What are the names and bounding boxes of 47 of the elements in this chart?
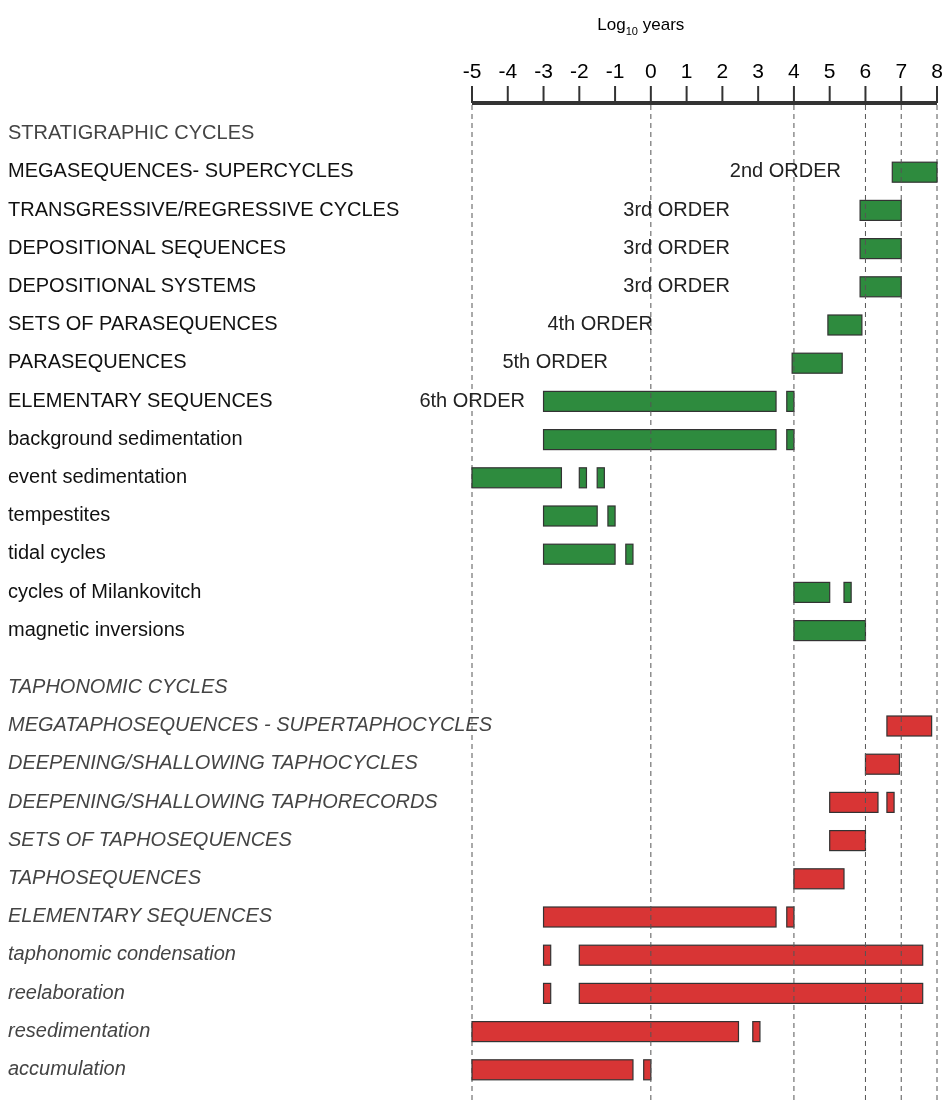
x-tick-label: 3 (752, 58, 764, 82)
y-tick-label: TAPHONOMIC CYCLES (8, 675, 229, 698)
annotation: 2nd ORDER (729, 159, 841, 182)
x-tick-label: 0 (645, 58, 657, 82)
x-axis-title: Log$_{10}$ years (597, 15, 685, 37)
y-tick-label: resedimentation (8, 1018, 151, 1041)
y-tick-label: DEEPENING/SHALLOWING TAPHOCYCLES (8, 751, 419, 774)
x-tick-label: -3 (534, 58, 553, 82)
y-tick-label: magnetic inversions (8, 617, 185, 640)
x-tick-label: 5 (823, 58, 836, 82)
x-tick-label: 1 (680, 58, 693, 82)
x-tick-label: 8 (931, 58, 943, 82)
y-tick-label: tempestites (8, 503, 111, 526)
annotation: 4th ORDER (547, 312, 653, 335)
x-tick-label: -4 (498, 58, 518, 82)
annotation: 3rd ORDER (623, 274, 730, 297)
y-tick-label: background sedimentation (8, 426, 243, 449)
y-tick-label: DEEPENING/SHALLOWING TAPHORECORDS (8, 789, 439, 812)
y-tick-label: TRANSGRESSIVE/REGRESSIVE CYCLES (8, 197, 400, 220)
y-tick-label: reelaboration (8, 980, 125, 1003)
annotation: 5th ORDER (502, 350, 608, 373)
annotation: 3rd ORDER (623, 235, 730, 258)
y-tick-label: MEGASEQUENCES- SUPERCYCLES (8, 159, 354, 182)
x-tick-label: 4 (788, 58, 801, 82)
x-tick-label: 6 (859, 58, 872, 82)
y-tick-label: tidal cycles (8, 541, 106, 564)
x-tick-label: -5 (462, 58, 482, 82)
y-tick-label: ELEMENTARY SEQUENCES (8, 904, 273, 927)
y-tick-label: taphonomic condensation (8, 942, 236, 965)
y-tick-label: STRATIGRAPHIC CYCLES (8, 121, 255, 144)
x-tick-label: 7 (895, 58, 908, 82)
x-tick-label: -1 (605, 58, 625, 82)
y-tick-label: PARASEQUENCES (8, 350, 187, 373)
y-tick-label: DEPOSITIONAL SEQUENCES (8, 235, 287, 258)
y-tick-label: accumulation (8, 1057, 126, 1080)
y-tick-label: DEPOSITIONAL SYSTEMS (8, 274, 257, 297)
y-tick-label: cycles of Milankovitch (8, 579, 202, 602)
y-tick-label: event sedimentation (8, 465, 188, 488)
y-tick-label: SETS OF TAPHOSEQUENCES (8, 827, 293, 850)
y-tick-label: SETS OF PARASEQUENCES (8, 312, 278, 335)
x-tick-label: 2 (716, 58, 729, 82)
y-tick-label: ELEMENTARY SEQUENCES (8, 388, 273, 411)
y-tick-label: TAPHOSEQUENCES (8, 866, 202, 889)
x-tick-label: -2 (569, 58, 589, 82)
annotation: 3rd ORDER (623, 197, 730, 220)
y-tick-label: MEGATAPHOSEQUENCES - SUPERTAPHOCYCLES (8, 713, 493, 736)
annotation: 6th ORDER (419, 388, 525, 411)
